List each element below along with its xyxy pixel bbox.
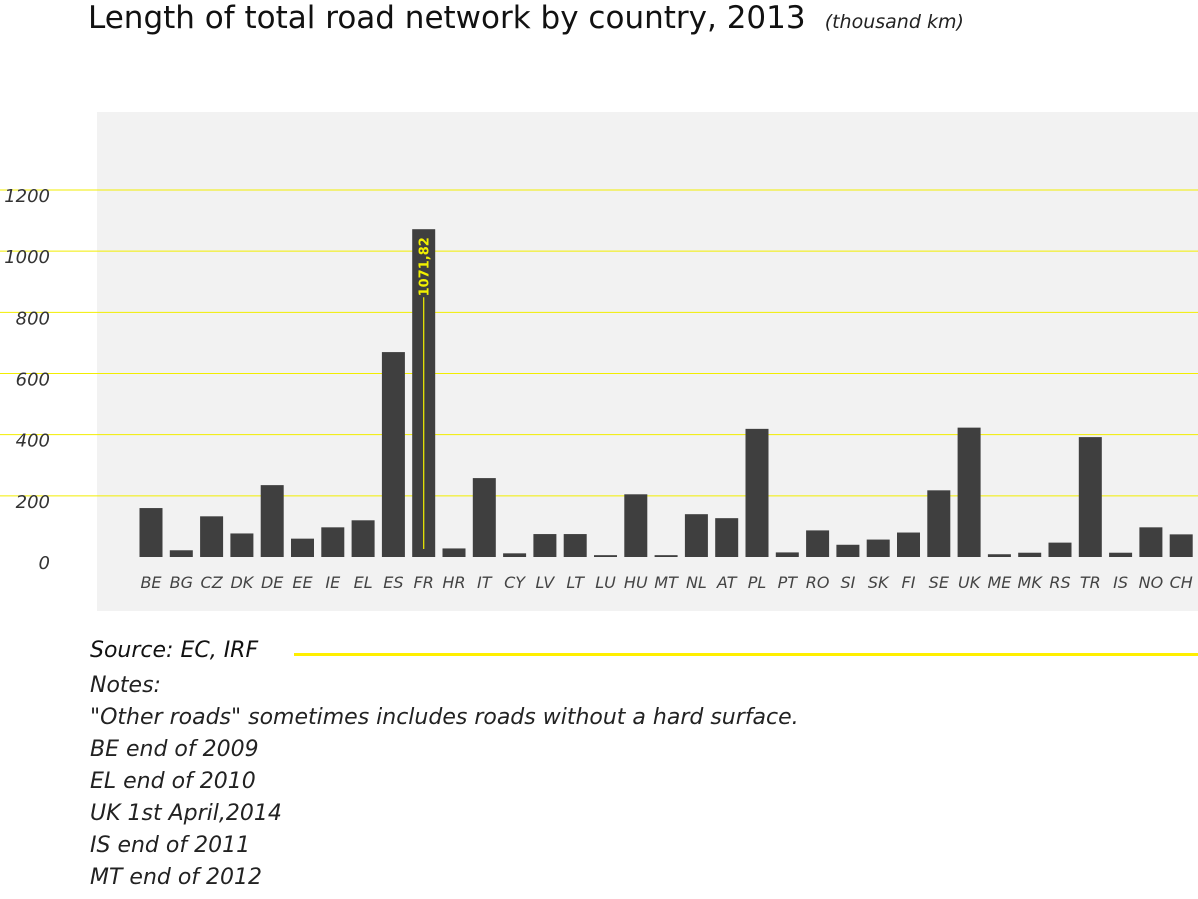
bar-ee bbox=[291, 538, 314, 557]
x-tick-label: ME bbox=[987, 573, 1012, 592]
note-line: MT end of 2012 bbox=[90, 865, 263, 890]
data-label-fr: 1071,82 bbox=[418, 237, 433, 296]
bar-bg bbox=[169, 550, 193, 557]
x-tick-label: BG bbox=[170, 573, 193, 592]
source-row: Source: EC, IRF bbox=[90, 638, 1198, 668]
bar-nl bbox=[684, 514, 708, 557]
bar-tr bbox=[1078, 437, 1102, 557]
note-line: UK 1st April,2014 bbox=[90, 801, 282, 826]
x-tick-label: LV bbox=[536, 573, 556, 592]
bar-chart: 0 200 400 600 800 1000 1200 BE BG CZ DK DE EE IE EL ES… bbox=[0, 112, 1198, 611]
x-tick-label: PT bbox=[778, 573, 799, 592]
bar-cz bbox=[200, 516, 224, 557]
y-tick-label: 400 bbox=[16, 431, 50, 452]
bar-si bbox=[836, 544, 860, 557]
x-tick-label: PL bbox=[748, 573, 767, 592]
bar-dk bbox=[230, 533, 254, 557]
note-line: IS end of 2011 bbox=[90, 833, 251, 858]
chart-title-row: Length of total road network by country,… bbox=[88, 0, 964, 36]
notes: Notes: "Other roads" sometimes includes … bbox=[90, 670, 799, 894]
bar-ie bbox=[321, 527, 345, 557]
x-tick-label: MK bbox=[1018, 573, 1044, 592]
bar-pt bbox=[775, 552, 799, 557]
bar-hu bbox=[624, 494, 648, 557]
bar-rs bbox=[1048, 542, 1072, 557]
x-tick-label: EL bbox=[354, 573, 373, 592]
x-tick-label: LT bbox=[566, 573, 585, 592]
bar-no bbox=[1139, 527, 1163, 557]
chart-subtitle: (thousand km) bbox=[824, 11, 964, 33]
x-tick-label: FI bbox=[902, 573, 916, 592]
x-tick-label: HR bbox=[442, 573, 465, 592]
y-tick-label: 0 bbox=[39, 553, 50, 574]
x-tick-label: CY bbox=[504, 573, 526, 592]
bar-hr bbox=[442, 548, 466, 557]
x-tick-label: NL bbox=[686, 573, 707, 592]
x-tick-label: CZ bbox=[201, 573, 224, 592]
x-tick-label: RS bbox=[1049, 573, 1070, 592]
x-tick-label: BE bbox=[140, 573, 162, 592]
bar-ro bbox=[806, 530, 830, 557]
notes-heading: Notes: bbox=[90, 673, 161, 698]
bar-it bbox=[472, 478, 496, 557]
x-tick-label: HU bbox=[624, 573, 648, 592]
bar-mt bbox=[654, 555, 678, 557]
y-tick-label: 1200 bbox=[4, 186, 50, 207]
y-axis-ticks: 0 200 400 600 800 1000 1200 bbox=[4, 186, 50, 574]
bar-lt bbox=[563, 534, 587, 557]
bar-es bbox=[381, 352, 405, 557]
bar-fi bbox=[897, 532, 920, 557]
x-tick-label: DK bbox=[230, 573, 254, 592]
bars bbox=[139, 229, 1193, 557]
x-tick-label: LU bbox=[595, 573, 616, 592]
bar-be bbox=[139, 508, 163, 557]
bar-me bbox=[987, 554, 1011, 557]
x-tick-label: CH bbox=[1170, 573, 1193, 592]
bar-de bbox=[260, 485, 284, 557]
gridlines bbox=[0, 189, 1198, 497]
bar-ch bbox=[1169, 534, 1193, 557]
y-tick-label: 600 bbox=[16, 370, 50, 391]
x-tick-label: SK bbox=[868, 573, 890, 592]
x-tick-label: SI bbox=[840, 573, 855, 592]
bar-pl bbox=[745, 428, 769, 557]
x-tick-label: FR bbox=[414, 573, 434, 592]
bar-lv bbox=[533, 534, 557, 557]
bar-sk bbox=[866, 539, 890, 557]
x-axis-labels: BE BG CZ DK DE EE IE EL ES FR HR IT CY LV LT LU HU MT NL AT… bbox=[140, 573, 1192, 592]
chart-title: Length of total road network by country,… bbox=[88, 0, 806, 36]
bar-el bbox=[351, 520, 375, 557]
x-tick-label: RO bbox=[806, 573, 830, 592]
x-tick-label: NO bbox=[1139, 573, 1164, 592]
y-tick-label: 1000 bbox=[4, 247, 50, 268]
x-tick-label: IT bbox=[477, 573, 493, 592]
bar-lu bbox=[594, 555, 617, 557]
x-tick-label: ES bbox=[383, 573, 403, 592]
bar-se bbox=[927, 490, 951, 557]
note-line: EL end of 2010 bbox=[90, 769, 256, 794]
y-tick-label: 800 bbox=[16, 308, 50, 329]
annotations: 1071,82 bbox=[418, 237, 433, 549]
x-tick-label: SE bbox=[929, 573, 950, 592]
y-tick-label: 200 bbox=[16, 492, 50, 513]
x-tick-label: TR bbox=[1080, 573, 1101, 592]
x-tick-label: IS bbox=[1113, 573, 1128, 592]
bar-at bbox=[715, 518, 739, 557]
bar-cy bbox=[503, 553, 527, 557]
x-tick-label: EE bbox=[292, 573, 313, 592]
note-line: "Other roads" sometimes includes roads w… bbox=[90, 705, 799, 730]
x-tick-label: DE bbox=[261, 573, 284, 592]
note-line: BE end of 2009 bbox=[90, 737, 259, 762]
x-tick-label: MT bbox=[654, 573, 679, 592]
source-text: Source: EC, IRF bbox=[90, 638, 259, 663]
x-tick-label: UK bbox=[958, 573, 982, 592]
bar-mk bbox=[1018, 552, 1042, 557]
source-divider bbox=[294, 653, 1198, 656]
x-tick-label: IE bbox=[325, 573, 341, 592]
x-tick-label: AT bbox=[716, 573, 738, 592]
bar-is bbox=[1109, 552, 1133, 557]
bar-uk bbox=[957, 427, 981, 557]
